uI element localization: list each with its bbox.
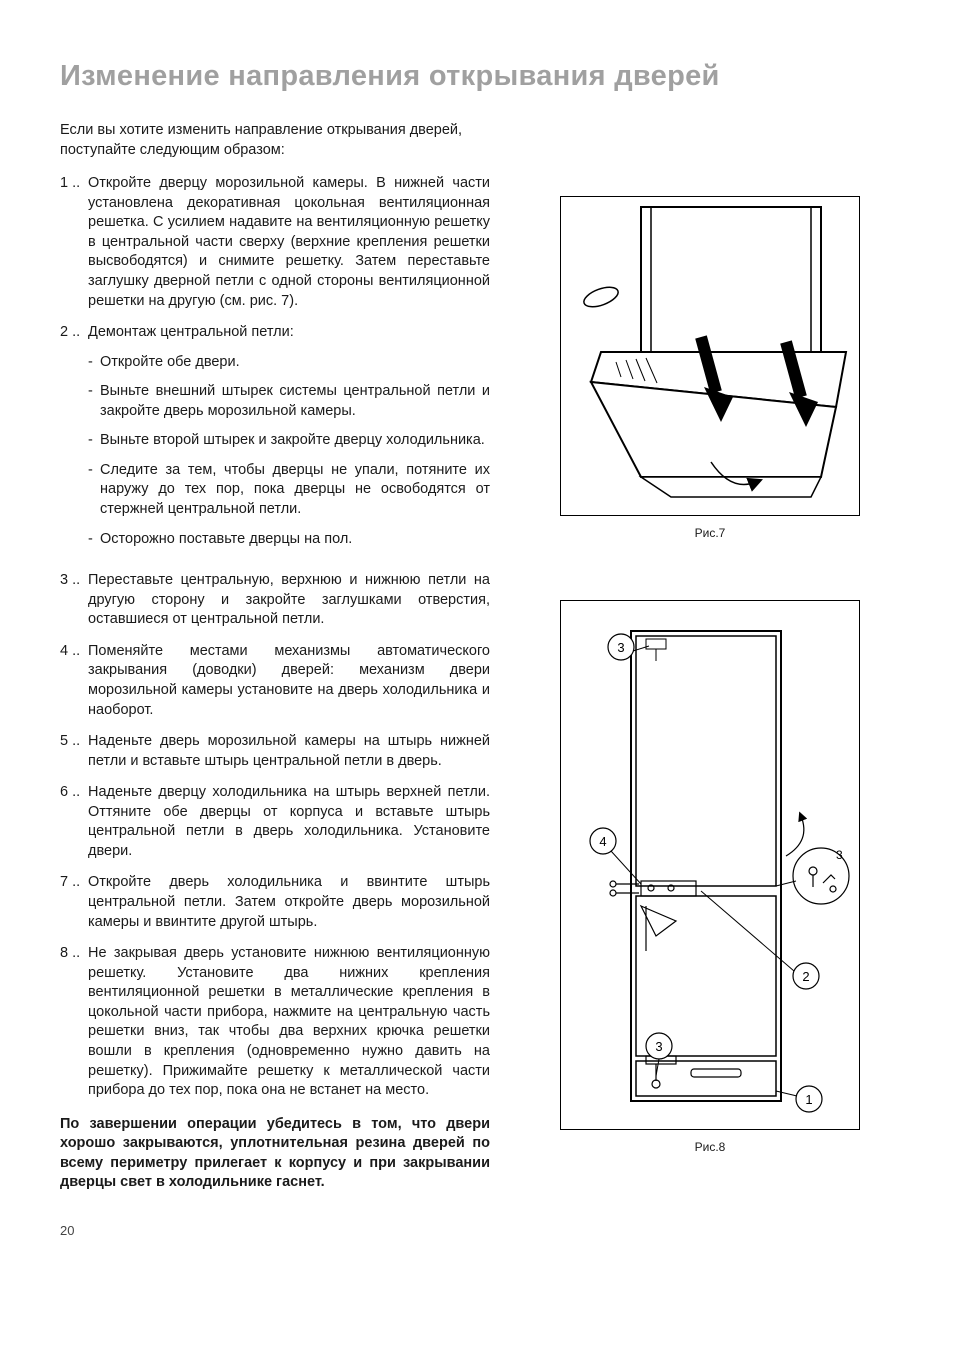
step-item: 3 ..Переставьте центральную, верхнюю и н… xyxy=(60,571,490,630)
steps-list: 1 ..Откройте дверцу морозильной камеры. … xyxy=(60,174,490,1101)
step-body: Переставьте центральную, верхнюю и нижню… xyxy=(88,571,490,630)
figure-7 xyxy=(560,196,860,516)
step-text: Откройте дверцу морозильной камеры. В ни… xyxy=(88,174,490,311)
step-number: 4 .. xyxy=(60,642,88,720)
step-text: Демонтаж центральной петли: xyxy=(88,323,490,343)
svg-text:3: 3 xyxy=(836,848,843,862)
step-number: 6 .. xyxy=(60,783,88,861)
step-text: Наденьте дверцу холодильника на штырь ве… xyxy=(88,783,490,861)
step-number: 5 .. xyxy=(60,732,88,771)
step-body: Демонтаж центральной петли:-Откройте обе… xyxy=(88,323,490,559)
svg-text:4: 4 xyxy=(599,834,606,849)
figure-8-caption: Рис.8 xyxy=(560,1140,860,1154)
step-body: Наденьте дверь морозильной камеры на шты… xyxy=(88,732,490,771)
step-body: Поменяйте местами механизмы автоматическ… xyxy=(88,642,490,720)
sub-item: -Откройте обе двери. xyxy=(88,353,490,373)
text-column: Если вы хотите изменить направление откр… xyxy=(60,121,490,1193)
step-number: 2 .. xyxy=(60,323,88,559)
step-text: Наденьте дверь морозильной камеры на шты… xyxy=(88,732,490,771)
closing-note: По завершении операции убедитесь в том, … xyxy=(60,1115,490,1193)
sub-dash: - xyxy=(88,431,100,451)
sub-text: Осторожно поставьте дверцы на пол. xyxy=(100,530,490,550)
step-body: Откройте дверь холодильника и ввинтите ш… xyxy=(88,873,490,932)
sub-dash: - xyxy=(88,353,100,373)
figures-column: Рис.7 xyxy=(520,121,894,1193)
svg-text:3: 3 xyxy=(655,1039,662,1054)
sub-item: -Следите за тем, чтобы дверцы не упали, … xyxy=(88,461,490,520)
sub-item: -Выньте второй штырек и закройте дверцу … xyxy=(88,431,490,451)
sub-text: Откройте обе двери. xyxy=(100,353,490,373)
sub-dash: - xyxy=(88,461,100,520)
sub-item: -Осторожно поставьте дверцы на пол. xyxy=(88,530,490,550)
step-number: 7 .. xyxy=(60,873,88,932)
svg-text:3: 3 xyxy=(617,640,624,655)
step-number: 3 .. xyxy=(60,571,88,630)
step-text: Не закрывая дверь установите нижнюю вент… xyxy=(88,944,490,1101)
sub-dash: - xyxy=(88,530,100,550)
sub-item: -Выньте внешний штырек системы центральн… xyxy=(88,382,490,421)
page-title: Изменение направления открывания дверей xyxy=(60,60,894,93)
step-body: Наденьте дверцу холодильника на штырь ве… xyxy=(88,783,490,861)
step-text: Откройте дверь холодильника и ввинтите ш… xyxy=(88,873,490,932)
step-item: 2 ..Демонтаж центральной петли:-Откройте… xyxy=(60,323,490,559)
step-item: 8 ..Не закрывая дверь установите нижнюю … xyxy=(60,944,490,1101)
figure-7-caption: Рис.7 xyxy=(560,526,860,540)
sub-text: Выньте второй штырек и закройте дверцу х… xyxy=(100,431,490,451)
step-item: 5 ..Наденьте дверь морозильной камеры на… xyxy=(60,732,490,771)
step-item: 6 ..Наденьте дверцу холодильника на штыр… xyxy=(60,783,490,861)
sub-text: Выньте внешний штырек системы центрально… xyxy=(100,382,490,421)
figure-8: 3 4 3 xyxy=(560,600,860,1130)
sub-text: Следите за тем, чтобы дверцы не упали, п… xyxy=(100,461,490,520)
sub-list: -Откройте обе двери.-Выньте внешний штыр… xyxy=(88,353,490,550)
step-item: 7 ..Откройте дверь холодильника и ввинти… xyxy=(60,873,490,932)
step-item: 1 ..Откройте дверцу морозильной камеры. … xyxy=(60,174,490,311)
svg-text:1: 1 xyxy=(805,1092,812,1107)
step-body: Не закрывая дверь установите нижнюю вент… xyxy=(88,944,490,1101)
sub-dash: - xyxy=(88,382,100,421)
intro-text: Если вы хотите изменить направление откр… xyxy=(60,121,490,160)
step-text: Поменяйте местами механизмы автоматическ… xyxy=(88,642,490,720)
step-body: Откройте дверцу морозильной камеры. В ни… xyxy=(88,174,490,311)
svg-text:2: 2 xyxy=(802,969,809,984)
step-item: 4 ..Поменяйте местами механизмы автомати… xyxy=(60,642,490,720)
page-number: 20 xyxy=(60,1223,894,1238)
step-text: Переставьте центральную, верхнюю и нижню… xyxy=(88,571,490,630)
step-number: 1 .. xyxy=(60,174,88,311)
content-area: Если вы хотите изменить направление откр… xyxy=(60,121,894,1193)
step-number: 8 .. xyxy=(60,944,88,1101)
